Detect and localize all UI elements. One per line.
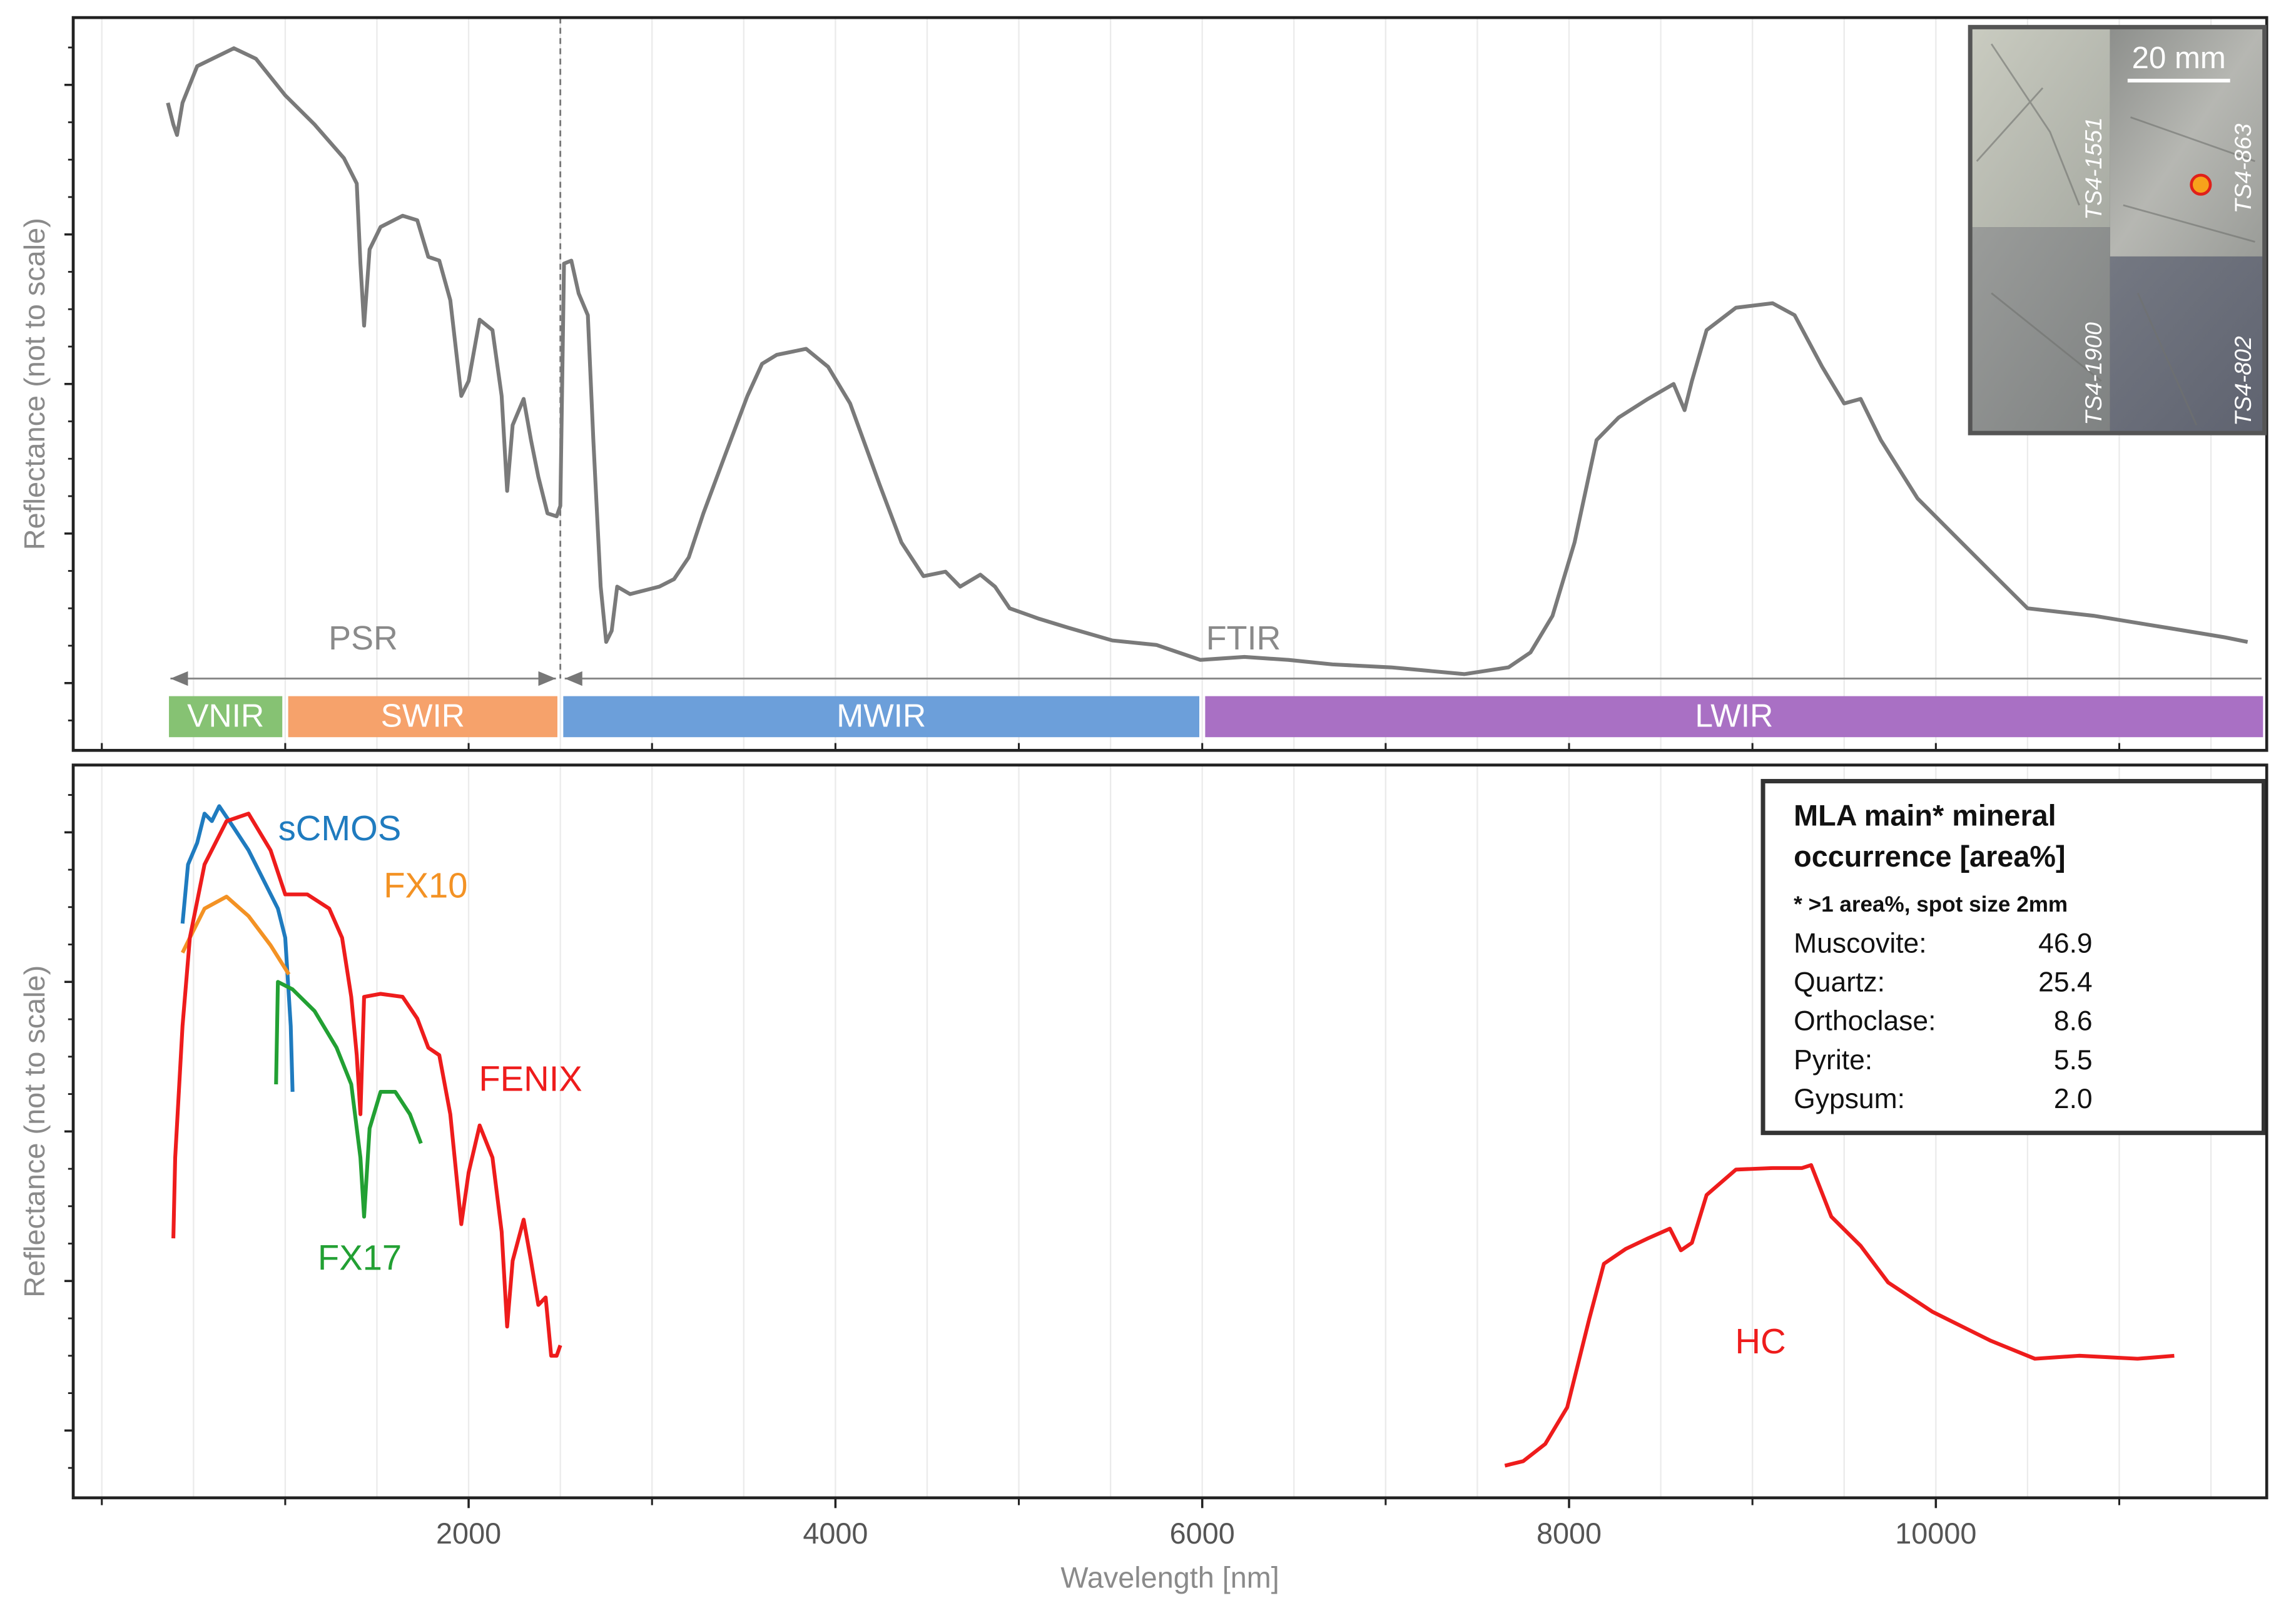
band: [288, 696, 557, 738]
line-series: [1504, 1163, 2175, 1468]
plot-frame: [71, 763, 2268, 1500]
row-value: 8.6: [2054, 1006, 2093, 1037]
x-tick-label: 6000: [1170, 1517, 1235, 1550]
series-label: FENIX: [479, 1059, 582, 1099]
row-value: 5.5: [2054, 1045, 2093, 1076]
sample-label: TS4-1900: [2080, 322, 2106, 425]
inset-tile: [1972, 29, 2110, 228]
row-name: Gypsum:: [1794, 1084, 1905, 1114]
line-series: [171, 812, 562, 1358]
inset-texture: [1976, 43, 2255, 425]
row-name: Pyrite:: [1794, 1045, 1872, 1076]
sample-label: TS4-863: [2230, 123, 2256, 213]
row-value: 2.0: [2054, 1084, 2093, 1114]
row-value: 46.9: [2038, 929, 2093, 959]
sample-label: TS4-802: [2230, 336, 2256, 426]
row-name: Orthoclase:: [1794, 1006, 1936, 1037]
band: [1205, 696, 2263, 738]
line-series: [166, 46, 2248, 676]
sample-label: TS4-1551: [2080, 117, 2106, 220]
scale-bar-label: 20 mm: [2132, 41, 2226, 75]
x-axis-label: Wavelength [nm]: [1060, 1561, 1279, 1594]
x-tick-label: 8000: [1537, 1517, 1602, 1550]
y-axis-label: Reflectance (not to scale): [18, 218, 51, 550]
x-tick-label: 10000: [1895, 1517, 1976, 1550]
box-title: occurrence [area%]: [1794, 840, 2065, 873]
inset-tile: [2110, 29, 2263, 257]
sample-spot: [2190, 173, 2212, 196]
line-series: [274, 980, 423, 1219]
arrow-head: [564, 671, 582, 686]
range-label: FTIR: [1206, 619, 1281, 657]
series-label: HC: [1735, 1321, 1786, 1361]
series-label: FX17: [318, 1238, 402, 1277]
range-label: PSR: [328, 619, 398, 657]
line-series: [180, 804, 295, 1092]
arrow-head: [170, 671, 188, 686]
box-subtitle: * >1 area%, spot size 2mm: [1794, 892, 2068, 917]
band: [169, 696, 283, 738]
band-label: LWIR: [1695, 697, 1773, 733]
inset-tile: [1972, 227, 2110, 431]
y-axis-label: Reflectance (not to scale): [18, 965, 51, 1298]
arrow-head: [538, 671, 556, 686]
x-tick-label: 4000: [803, 1517, 868, 1550]
box-title: MLA main* mineral: [1794, 799, 2056, 832]
row-name: Muscovite:: [1794, 929, 1926, 959]
series-label: FX10: [384, 865, 467, 905]
band-label: MWIR: [836, 697, 926, 733]
row-value: 25.4: [2038, 967, 2093, 998]
x-tick-label: 2000: [436, 1517, 501, 1550]
plot-frame: [71, 16, 2268, 752]
band-label: SWIR: [381, 697, 465, 733]
band: [563, 696, 1200, 738]
series-label: sCMOS: [278, 808, 402, 848]
band-label: VNIR: [187, 697, 264, 733]
row-name: Quartz:: [1794, 967, 1885, 998]
info-box: [1760, 778, 2267, 1136]
line-series: [181, 895, 291, 975]
